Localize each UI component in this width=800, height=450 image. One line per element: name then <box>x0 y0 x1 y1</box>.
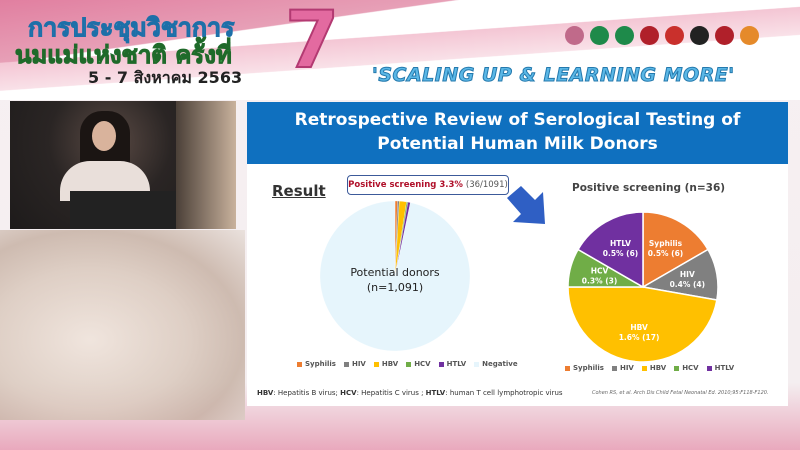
pie-slice-negative <box>319 200 471 352</box>
footnote-abbr: HCV <box>340 389 357 397</box>
legend-item: HTLV <box>438 360 467 368</box>
citation: Cohen RS, et al. Arch Dis Child Fetal Ne… <box>592 390 769 396</box>
callout-count: (36/1091) <box>465 180 508 190</box>
sponsor-logo <box>665 26 684 45</box>
background-photo <box>176 101 236 229</box>
data-label-name: Syphilis <box>649 239 683 248</box>
sponsor-logo <box>615 26 634 45</box>
legend-swatch <box>297 361 302 367</box>
legend-swatch <box>343 361 349 367</box>
legend-swatch <box>674 365 680 371</box>
slogan: 'SCALING UP & LEARNING MORE' <box>372 64 735 87</box>
legend-swatch <box>438 361 444 367</box>
legend-label: Syphilis <box>305 360 336 368</box>
data-label-value: 0.5% (6) <box>648 249 684 258</box>
center-label: Potential donors <box>350 266 440 279</box>
legend-swatch <box>373 361 379 367</box>
data-label-value: 0.4% (4) <box>670 280 706 289</box>
footnote-abbr: HBV <box>257 389 274 397</box>
callout-percent: Positive screening 3.3% <box>348 180 463 190</box>
legend-swatch <box>474 361 480 367</box>
pie-slice-syphilis <box>642 211 709 289</box>
sponsor-logo <box>740 26 759 45</box>
data-label-name: HCV <box>591 266 609 275</box>
sponsor-logo <box>640 26 659 45</box>
legend-swatch <box>641 365 647 371</box>
event-dates: 5 - 7 สิงหาคม 2563 <box>88 68 243 87</box>
legend-item: Syphilis <box>297 360 336 368</box>
legend-item: HBV <box>641 364 667 372</box>
conference-banner: การประชุมวิชาการ นมแม่แห่งชาติ ครั้งที่ … <box>0 0 800 100</box>
legend-label: Syphilis <box>573 364 604 372</box>
sponsor-logos <box>565 26 759 45</box>
right-pie-legend: Syphilis HIV HBV HCV HTLV <box>565 364 734 372</box>
legend-swatch <box>565 365 570 371</box>
legend-label: Negative <box>482 360 518 368</box>
banner-light-stripe <box>0 0 800 100</box>
center-label-count: (n=1,091) <box>367 281 423 294</box>
data-label-name: HIV <box>680 270 695 279</box>
legend-item: Syphilis <box>565 364 604 372</box>
slide-title: Retrospective Review of Serological Test… <box>247 102 788 164</box>
event-title-line2: นมแม่แห่งชาติ ครั้งที่ <box>15 41 233 70</box>
data-label-value: 1.6% (17) <box>619 333 660 342</box>
sponsor-logo <box>590 26 609 45</box>
data-label-value: 0.3% (3) <box>582 276 618 285</box>
slide-title-line1: Retrospective Review of Serological Test… <box>294 110 741 130</box>
data-label-name: HBV <box>630 323 648 332</box>
footnote-text: : Hepatitis B virus; <box>273 389 341 397</box>
sponsor-logo <box>565 26 584 45</box>
legend-item: HIV <box>611 364 634 372</box>
left-pie-legend: Syphilis HIV HBV HCV HTLV Negative <box>297 360 518 368</box>
event-number: 7 <box>284 0 340 86</box>
sponsor-logo <box>690 26 709 45</box>
result-heading: Result <box>272 182 326 200</box>
legend-label: HBV <box>649 364 667 372</box>
speaker-video <box>10 101 236 229</box>
footnote-abbr: HTLV <box>425 389 446 397</box>
podium <box>70 191 185 229</box>
sponsor-logo <box>715 26 734 45</box>
right-pie-title: Positive screening (n=36) <box>572 182 726 194</box>
footnote-text: : Hepatitis C virus ; <box>356 389 426 397</box>
pie-slice-hbv <box>567 286 718 363</box>
legend-label: HIV <box>351 360 366 368</box>
legend-item: HBV <box>373 360 399 368</box>
legend-label: HBV <box>381 360 399 368</box>
event-title-line1: การประชุมวิชาการ <box>27 13 235 43</box>
legend-item: HCV <box>674 364 699 372</box>
speaker-face <box>92 121 116 151</box>
data-label-name: HTLV <box>610 239 631 248</box>
presentation-slide: Retrospective Review of Serological Test… <box>247 102 788 406</box>
slide-title-line2: Potential Human Milk Donors <box>377 134 658 154</box>
legend-item: HCV <box>406 360 431 368</box>
legend-label: HTLV <box>446 360 467 368</box>
legend-label: HCV <box>414 360 431 368</box>
legend-swatch <box>706 365 712 371</box>
legend-item: HTLV <box>706 364 735 372</box>
pie-slice-htlv <box>577 211 644 289</box>
legend-item: Negative <box>474 360 518 368</box>
legend-label: HTLV <box>714 364 735 372</box>
legend-swatch <box>406 361 412 367</box>
legend-label: HIV <box>619 364 634 372</box>
footnote: HBV: Hepatitis B virus; HCV: Hepatitis C… <box>257 389 563 397</box>
legend-swatch <box>611 365 617 371</box>
decorative-child-photo <box>0 230 245 420</box>
legend-label: HCV <box>682 364 699 372</box>
positive-screening-callout: Positive screening 3.3% (36/1091) <box>347 175 509 195</box>
arrow-right-down-icon <box>507 186 545 224</box>
legend-item: HIV <box>343 360 366 368</box>
data-label-value: 0.5% (6) <box>603 249 639 258</box>
footnote-text: : human T cell lymphotropic virus <box>445 389 563 397</box>
